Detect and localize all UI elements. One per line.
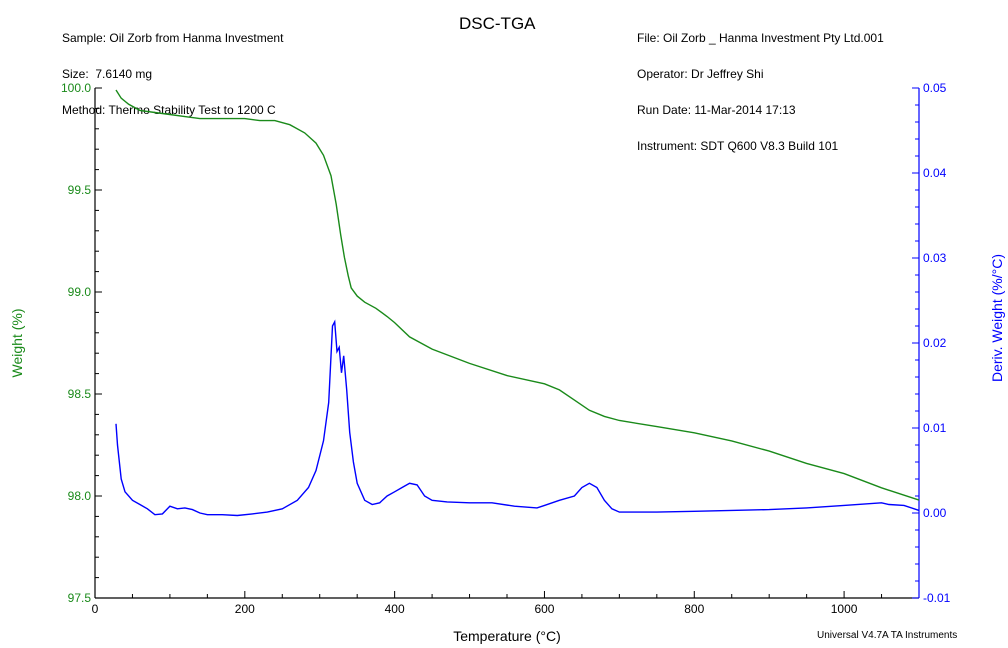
operator-line: Operator: Dr Jeffrey Shi [637,67,764,81]
y-left-tick-label: 98.0 [68,489,92,503]
header-right: File: Oil Zorb _ Hanma Investment Pty Lt… [637,8,884,164]
y-right-tick-label: 0.03 [923,251,947,265]
header-left: Sample: Oil Zorb from Hanma Investment S… [62,8,283,128]
run-date-line: Run Date: 11-Mar-2014 17:13 [637,103,796,117]
x-axis-label: Temperature (°C) [453,628,561,644]
y-left-tick-label: 99.5 [68,183,92,197]
x-tick-label: 600 [534,602,554,616]
ticks [94,87,919,599]
x-tick-label: 0 [92,602,99,616]
y-left-tick-label: 97.5 [68,591,92,605]
deriv-series-line [115,319,920,517]
y-right-tick-label: 0.01 [923,421,947,435]
tick-labels: 0 200 400 600 800 1000 97.5 98.0 98.5 99.0 99.5 100… [61,81,951,616]
x-tick-label: 800 [684,602,704,616]
y-axis-left-label: Weight (%) [9,309,25,378]
x-tick-label: 400 [385,602,405,616]
file-line: File: Oil Zorb _ Hanma Investment Pty Lt… [637,31,884,45]
chart-title: DSC-TGA [459,14,536,33]
y-right-tick-label: 0.04 [923,166,947,180]
y-axis-right-label: Deriv. Weight (%/°C) [989,254,1005,382]
instrument-line: Instrument: SDT Q600 V8.3 Build 101 [637,139,839,153]
size-line: Size: 7.6140 mg [62,67,153,81]
weight-series-line [115,89,920,501]
software-footer: Universal V4.7A TA Instruments [817,630,958,641]
y-left-tick-label: 99.0 [68,285,92,299]
axes [94,88,920,599]
y-right-tick-label: 0.05 [923,81,947,95]
y-right-tick-label: 0.00 [923,506,947,520]
y-right-tick-label: -0.01 [923,591,951,605]
y-left-tick-label: 100.0 [61,81,91,95]
y-left-tick-label: 98.5 [68,387,92,401]
x-tick-label: 1000 [831,602,858,616]
y-right-tick-label: 0.02 [923,336,947,350]
sample-line: Sample: Oil Zorb from Hanma Investment [62,31,284,45]
x-tick-label: 200 [235,602,255,616]
